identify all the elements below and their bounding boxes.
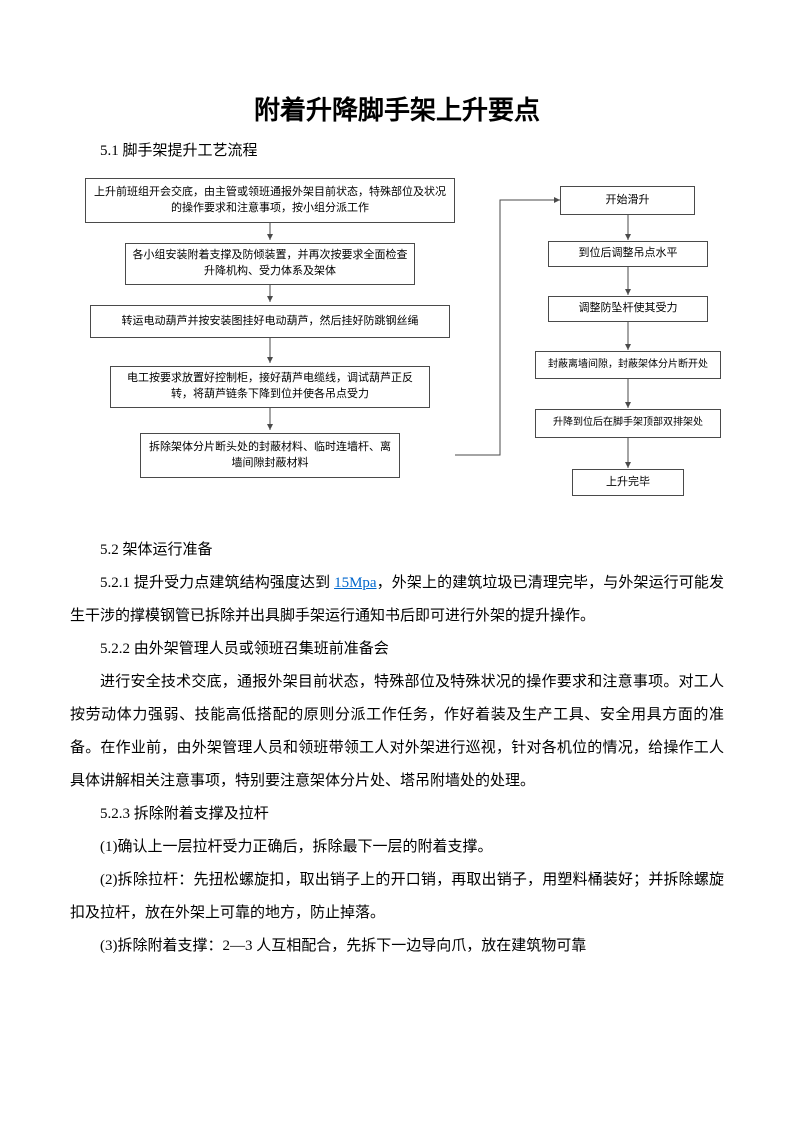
flow-box-r5: 升降到位后在脚手架顶部双排架处 — [535, 409, 721, 438]
link-15mpa[interactable]: 15Mpa — [334, 575, 377, 591]
heading-5-2-2: 5.2.2 由外架管理人员或领班召集班前准备会 — [70, 633, 724, 666]
section-5-1-heading: 5.1 脚手架提升工艺流程 — [70, 139, 724, 160]
para-5-2-2-body: 进行安全技术交底，通报外架目前状态，特殊部位及特殊状况的操作要求和注意事项。对工… — [70, 666, 724, 798]
para-5-2-3-3: (3)拆除附着支撑：2—3 人互相配合，先拆下一边导向爪，放在建筑物可靠 — [70, 930, 724, 963]
flowchart-container: 上升前班组开会交底，由主管或领班通报外架目前状态，特殊部位及状况的操作要求和注意… — [70, 168, 724, 528]
flow-box-l5: 拆除架体分片断头处的封蔽材料、临时连墙杆、离墙间隙封蔽材料 — [140, 433, 400, 478]
flow-box-r1: 开始滑升 — [560, 186, 695, 215]
heading-5-2-3: 5.2.3 拆除附着支撑及拉杆 — [70, 798, 724, 831]
para-5-2-1: 5.2.1 提升受力点建筑结构强度达到 15Mpa，外架上的建筑垃圾已清理完毕，… — [70, 567, 724, 633]
flow-box-l4: 电工按要求放置好控制柜，接好葫芦电缆线，调试葫芦正反转，将葫芦链条下降到位并使各… — [110, 366, 430, 408]
section-5-2-heading: 5.2 架体运行准备 — [70, 538, 724, 559]
flow-box-r4: 封蔽离墙间隙，封蔽架体分片断开处 — [535, 351, 721, 379]
flow-box-r2: 到位后调整吊点水平 — [548, 241, 708, 267]
page-title: 附着升降脚手架上升要点 — [70, 90, 724, 127]
para-5-2-3-1: (1)确认上一层拉杆受力正确后，拆除最下一层的附着支撑。 — [70, 831, 724, 864]
para-5-2-3-2: (2)拆除拉杆：先扭松螺旋扣，取出销子上的开口销，再取出销子，用塑料桶装好；并拆… — [70, 864, 724, 930]
flow-box-r3: 调整防坠杆使其受力 — [548, 296, 708, 322]
flow-box-l2: 各小组安装附着支撑及防倾装置，并再次按要求全面检查升降机构、受力体系及架体 — [125, 243, 415, 285]
flow-box-l1: 上升前班组开会交底，由主管或领班通报外架目前状态，特殊部位及状况的操作要求和注意… — [85, 178, 455, 223]
flow-box-r6: 上升完毕 — [572, 469, 684, 496]
para-5-2-1-lead: 5.2.1 提升受力点建筑结构强度达到 — [100, 575, 334, 591]
flow-box-l3: 转运电动葫芦并按安装图挂好电动葫芦，然后挂好防跳钢丝绳 — [90, 305, 450, 338]
